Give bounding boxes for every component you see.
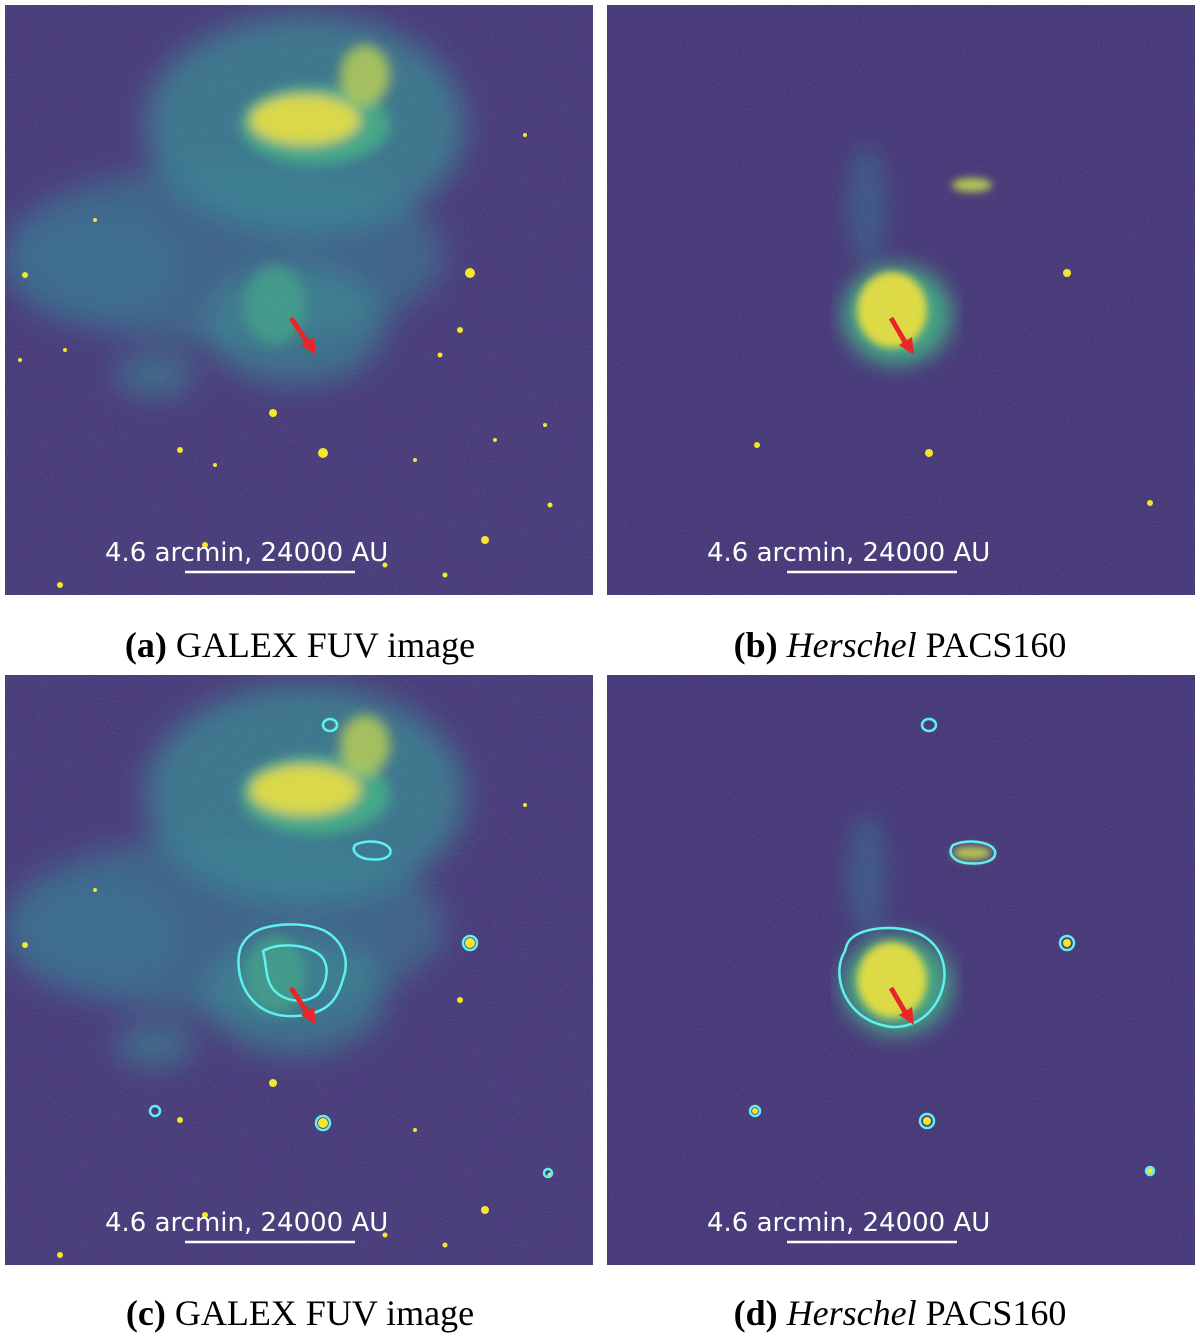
scale-bar: 4.6 arcmin, 24000 AU	[707, 538, 990, 574]
caption-c: (c) GALEX FUV image	[125, 1293, 475, 1333]
stars	[18, 133, 553, 588]
stars	[22, 803, 553, 1258]
red-arrow-icon	[288, 316, 316, 355]
noise-texture	[5, 675, 593, 1265]
panel-c-galex-contours: 4.6 arcmin, 24000 AU	[5, 675, 593, 1265]
caption-d: (d) Herschel PACS160	[733, 1293, 1067, 1333]
herschel-image-d: 4.6 arcmin, 24000 AU	[607, 675, 1195, 1265]
contours	[748, 717, 1156, 1177]
scale-bar: 4.6 arcmin, 24000 AU	[707, 1208, 990, 1244]
noise-texture	[607, 675, 1195, 1265]
caption-a: (a) GALEX FUV image	[124, 625, 476, 665]
galex-image-c: 4.6 arcmin, 24000 AU	[5, 675, 593, 1265]
panel-a-galex-image: 4.6 arcmin, 24000 AU	[5, 5, 593, 595]
stars	[754, 269, 1153, 506]
scale-bar-label: 4.6 arcmin, 24000 AU	[105, 1208, 388, 1238]
galex-image-a: 4.6 arcmin, 24000 AU	[5, 5, 593, 595]
scale-bar: 4.6 arcmin, 24000 AU	[105, 1208, 388, 1244]
scale-bar-label: 4.6 arcmin, 24000 AU	[105, 538, 388, 568]
scale-bar-label: 4.6 arcmin, 24000 AU	[707, 1208, 990, 1238]
panel-d-herschel-contours: 4.6 arcmin, 24000 AU	[607, 675, 1195, 1265]
red-arrow-icon	[888, 316, 914, 355]
panel-b-herschel-image: 4.6 arcmin, 24000 AU	[607, 5, 1195, 595]
herschel-image-b: 4.6 arcmin, 24000 AU	[607, 5, 1195, 595]
scale-bar: 4.6 arcmin, 24000 AU	[105, 538, 388, 574]
stars	[752, 939, 1153, 1174]
red-arrow-icon	[888, 986, 914, 1025]
noise-texture	[5, 5, 593, 595]
noise-texture	[607, 5, 1195, 595]
caption-b: (b) Herschel PACS160	[733, 625, 1067, 665]
red-arrow-icon	[288, 986, 316, 1025]
scale-bar-label: 4.6 arcmin, 24000 AU	[707, 538, 990, 568]
